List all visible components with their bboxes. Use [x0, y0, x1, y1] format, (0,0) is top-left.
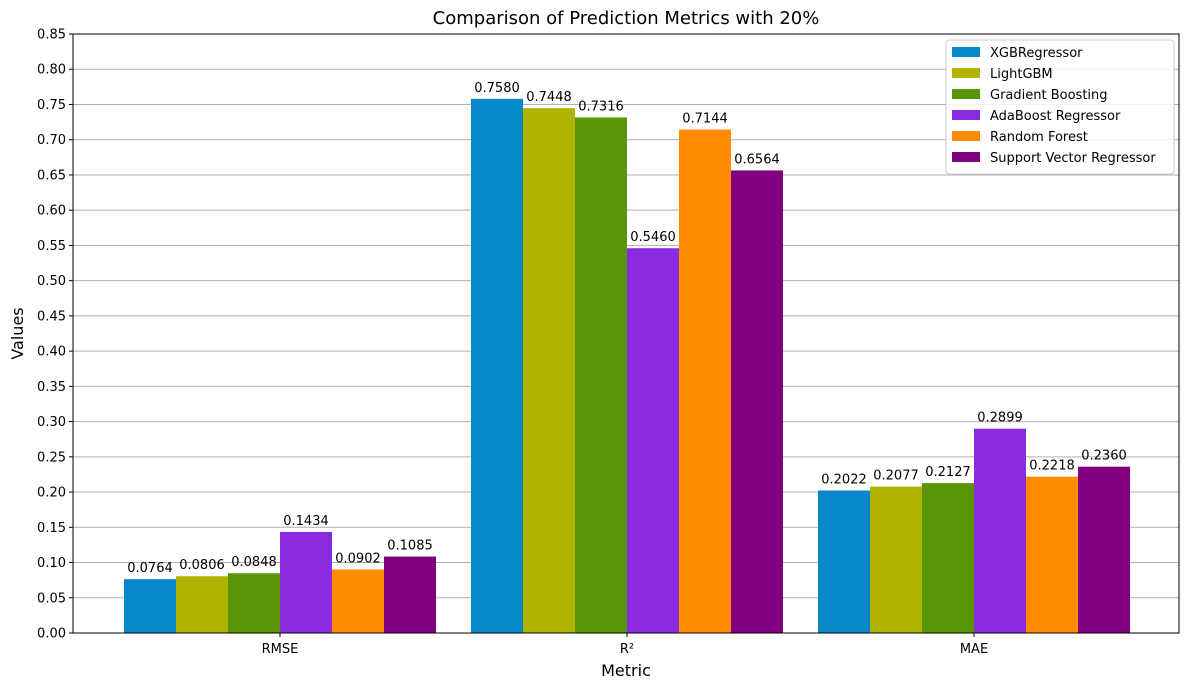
bar: [870, 486, 922, 633]
y-axis-label: Values: [8, 307, 27, 359]
legend-label: XGBRegressor: [990, 46, 1083, 61]
y-axis-ticks: 0.00 0.05 0.10 0.15 0.20 0.25 0.30 0.35 0.40 0.45…: [37, 28, 73, 642]
legend-swatch: [952, 68, 980, 78]
bar-value-label: 0.2077: [873, 469, 919, 484]
y-tick-label: 0.30: [37, 415, 66, 430]
bar: [471, 98, 523, 633]
bar: [679, 129, 731, 634]
y-tick-label: 0.70: [37, 133, 66, 148]
bar-value-label: 0.0848: [231, 555, 277, 570]
bar-value-label: 0.6564: [734, 152, 780, 167]
bar: [280, 531, 332, 633]
bar-value-label: 0.5460: [630, 230, 676, 245]
legend-swatch: [952, 152, 980, 162]
bar: [922, 483, 974, 633]
y-tick-label: 0.50: [37, 274, 66, 289]
y-tick-label: 0.20: [37, 486, 66, 501]
legend-label: Support Vector Regressor: [990, 151, 1156, 166]
bar-value-label: 0.7144: [682, 112, 728, 127]
bar-value-label: 0.0764: [127, 561, 173, 576]
data-labels: 0.0764 0.0806 0.0848 0.1434 0.0902 0.1085 0.75…: [127, 81, 1127, 576]
y-tick-label: 0.10: [37, 556, 66, 571]
x-axis-ticks: RMSE R² MAE: [262, 633, 988, 657]
bar: [384, 556, 436, 633]
y-tick-label: 0.75: [37, 98, 66, 113]
bar-value-label: 0.7448: [526, 90, 572, 105]
bar: [731, 170, 783, 633]
x-tick-label: R²: [620, 642, 634, 657]
y-tick-label: 0.35: [37, 380, 66, 395]
legend-box: [945, 39, 1175, 175]
legend-swatch: [952, 47, 980, 57]
x-tick-label: MAE: [960, 642, 988, 657]
bar-value-label: 0.1434: [283, 514, 329, 529]
y-tick-label: 0.25: [37, 450, 66, 465]
plot-frame: [72, 33, 1180, 634]
bar-value-label: 0.0902: [335, 551, 381, 566]
chart-title: Comparison of Prediction Metrics with 20…: [433, 8, 820, 29]
legend-label: Gradient Boosting: [990, 88, 1108, 103]
bar: [627, 248, 679, 633]
bar: [974, 428, 1026, 633]
y-tick-label: 0.55: [37, 239, 66, 254]
bars: [124, 98, 1130, 634]
bar: [575, 117, 627, 633]
bar: [228, 573, 280, 633]
bar-value-label: 0.2899: [977, 411, 1023, 426]
y-tick-label: 0.80: [37, 63, 66, 78]
y-tick-label: 0.65: [37, 168, 66, 183]
bar-value-label: 0.2218: [1029, 459, 1075, 474]
bar: [176, 576, 228, 633]
x-axis-label: Metric: [601, 661, 651, 680]
y-tick-label: 0.05: [37, 591, 66, 606]
legend: XGBRegressor LightGBM Gradient Boosting Ada…: [945, 39, 1175, 175]
bar: [523, 108, 575, 633]
y-tick-label: 0.85: [37, 28, 66, 43]
y-tick-label: 0.45: [37, 309, 66, 324]
bar-value-label: 0.2127: [925, 465, 971, 480]
y-tick-label: 0.00: [37, 627, 66, 642]
y-tick-label: 0.40: [37, 345, 66, 360]
legend-label: LightGBM: [990, 67, 1053, 82]
legend-swatch: [952, 89, 980, 99]
legend-label: AdaBoost Regressor: [990, 109, 1121, 124]
y-tick-label: 0.60: [37, 204, 66, 219]
bar: [124, 579, 176, 633]
bar-value-label: 0.2360: [1081, 449, 1127, 464]
bar-value-label: 0.7316: [578, 99, 624, 114]
legend-swatch: [952, 110, 980, 120]
bar-value-label: 0.2022: [821, 473, 867, 488]
bar: [818, 490, 870, 633]
legend-label: Random Forest: [990, 130, 1088, 145]
bar: [1078, 466, 1130, 633]
bar-value-label: 0.0806: [179, 558, 225, 573]
legend-swatch: [952, 131, 980, 141]
bar: [332, 569, 384, 633]
bar: [1026, 476, 1078, 633]
bar-value-label: 0.1085: [387, 539, 433, 554]
bar-value-label: 0.7580: [474, 81, 520, 96]
y-tick-label: 0.15: [37, 521, 66, 536]
x-tick-label: RMSE: [262, 642, 299, 657]
